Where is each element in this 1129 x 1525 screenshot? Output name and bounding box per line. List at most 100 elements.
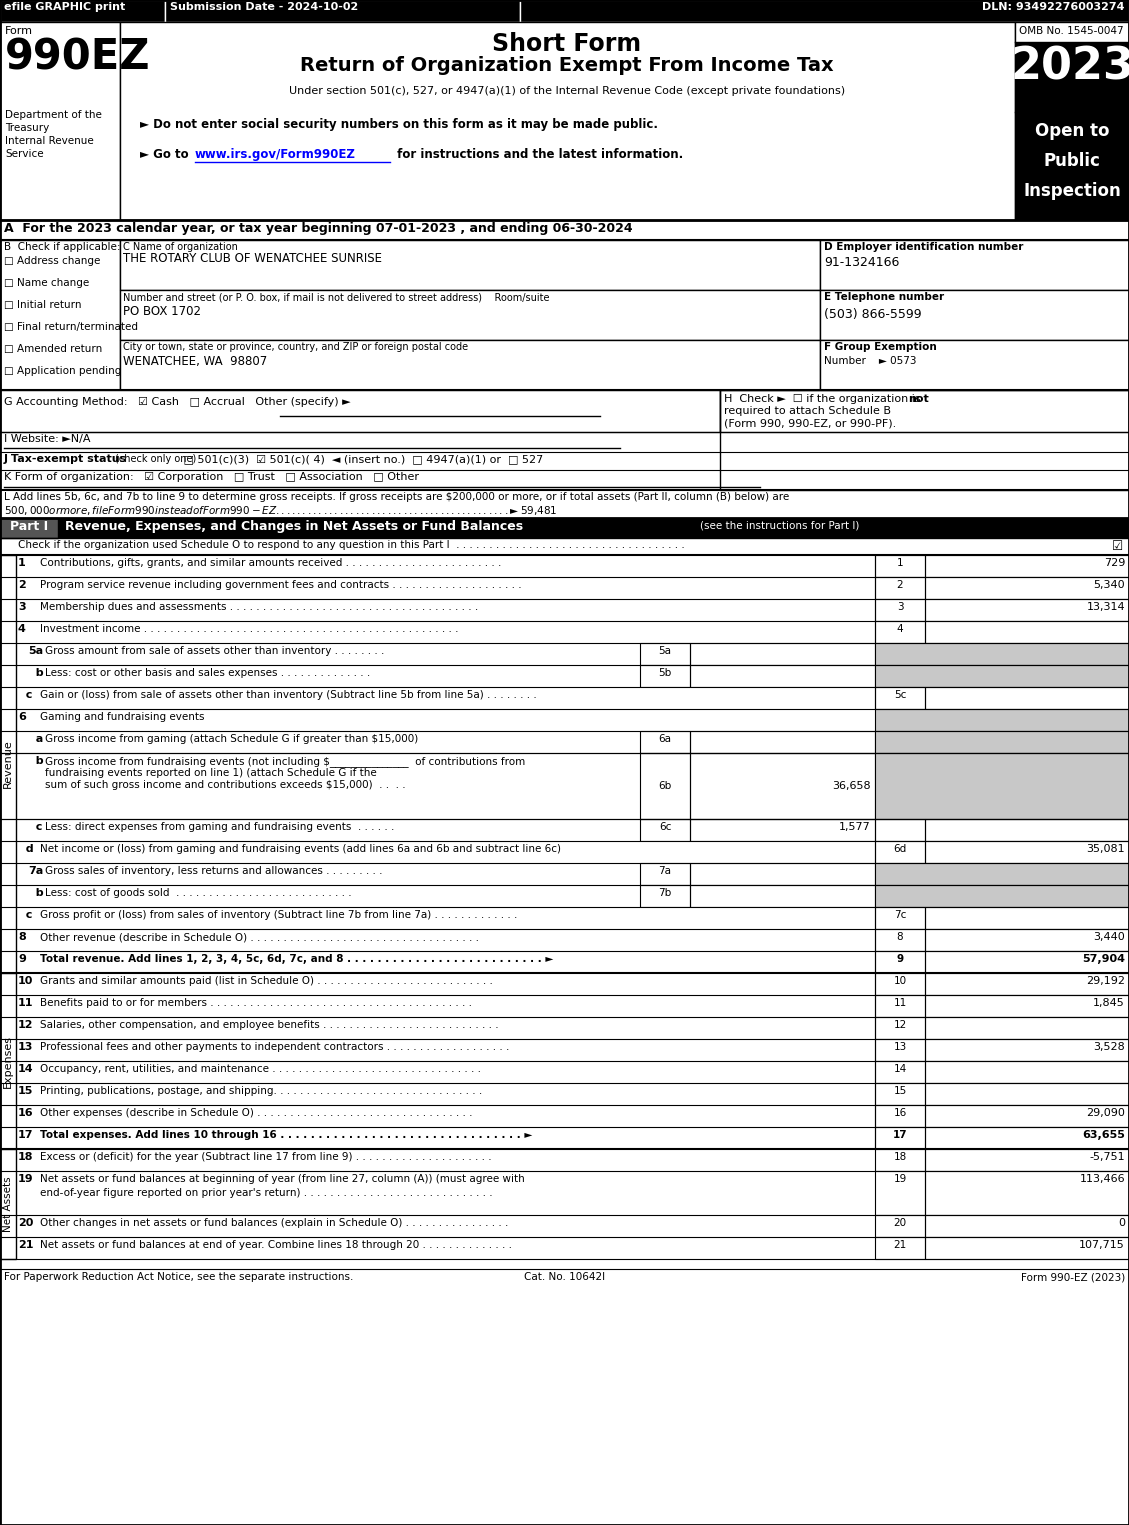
Text: 1: 1 [18, 558, 26, 567]
Text: 19: 19 [893, 1174, 907, 1183]
Bar [875, 1106, 925, 1127]
Bar [0, 1083, 1129, 1106]
Text: (Form 990, 990-EZ, or 990-PF).: (Form 990, 990-EZ, or 990-PF). [724, 418, 896, 429]
Text: Form: Form [5, 26, 33, 37]
Text: A  For the 2023 calendar year, or tax year beginning 07-01-2023 , and ending 06-: A For the 2023 calendar year, or tax yea… [5, 223, 632, 235]
Bar [690, 863, 875, 884]
Text: 63,655: 63,655 [1082, 1130, 1124, 1141]
Text: 12: 12 [893, 1020, 907, 1029]
Text: Gross amount from sale of assets other than inventory . . . . . . . .: Gross amount from sale of assets other t… [45, 647, 384, 656]
Text: Department of the: Department of the [5, 110, 102, 120]
Bar [0, 863, 1129, 884]
Text: 3,528: 3,528 [1093, 1042, 1124, 1052]
Text: L Add lines 5b, 6c, and 7b to line 9 to determine gross receipts. If gross recei: L Add lines 5b, 6c, and 7b to line 9 to … [5, 493, 789, 502]
Bar [875, 952, 925, 973]
Bar [875, 840, 925, 863]
Text: Revenue, Expenses, and Changes in Net Assets or Fund Balances: Revenue, Expenses, and Changes in Net As… [65, 520, 523, 534]
Text: Internal Revenue: Internal Revenue [5, 136, 94, 146]
Text: Salaries, other compensation, and employee benefits . . . . . . . . . . . . . . : Salaries, other compensation, and employ… [40, 1020, 499, 1029]
Text: Number    ► 0573: Number ► 0573 [824, 355, 917, 366]
Text: Treasury: Treasury [5, 124, 50, 133]
Text: 9: 9 [18, 955, 26, 964]
Bar [875, 1148, 925, 1171]
Text: E Telephone number: E Telephone number [824, 291, 944, 302]
Text: 729: 729 [1104, 558, 1124, 567]
Text: 18: 18 [893, 1151, 907, 1162]
Text: Net income or (loss) from gaming and fundraising events (add lines 6a and 6b and: Net income or (loss) from gaming and fun… [40, 843, 561, 854]
Text: 3,440: 3,440 [1093, 932, 1124, 942]
Text: Other expenses (describe in Schedule O) . . . . . . . . . . . . . . . . . . . . : Other expenses (describe in Schedule O) … [40, 1109, 473, 1118]
Bar [925, 840, 1129, 863]
Bar [0, 840, 1129, 863]
Text: Contributions, gifts, grants, and similar amounts received . . . . . . . . . . .: Contributions, gifts, grants, and simila… [40, 558, 501, 567]
Text: □ Initial return: □ Initial return [5, 300, 81, 310]
Bar [120, 21, 1015, 220]
Text: Cat. No. 10642I: Cat. No. 10642I [525, 1272, 605, 1283]
Text: Gross income from fundraising events (not including $_______________  of contrib: Gross income from fundraising events (no… [45, 756, 525, 767]
Bar [925, 621, 1129, 644]
Text: 14: 14 [18, 1064, 34, 1074]
Text: efile GRAPHIC print: efile GRAPHIC print [5, 2, 125, 12]
Bar [0, 21, 120, 220]
Text: Open to: Open to [1035, 122, 1110, 140]
Bar [520, 0, 1129, 21]
Text: c: c [28, 822, 43, 833]
Text: ☑: ☑ [1112, 540, 1123, 554]
Text: 20: 20 [893, 1218, 907, 1228]
Text: Check if the organization used Schedule O to respond to any question in this Par: Check if the organization used Schedule … [18, 540, 685, 551]
Text: 21: 21 [18, 1240, 34, 1250]
Bar [0, 518, 1129, 538]
Text: 21: 21 [893, 1240, 907, 1250]
Bar [925, 973, 1129, 994]
Text: 5,340: 5,340 [1093, 580, 1124, 590]
Text: 29,090: 29,090 [1086, 1109, 1124, 1118]
Bar [120, 340, 820, 390]
Text: (check only one): (check only one) [115, 454, 196, 464]
Bar [875, 686, 925, 709]
Text: 2: 2 [896, 580, 903, 590]
Text: 10: 10 [893, 976, 907, 987]
Text: Net assets or fund balances at beginning of year (from line 27, column (A)) (mus: Net assets or fund balances at beginning… [40, 1174, 525, 1183]
Text: Membership dues and assessments . . . . . . . . . . . . . . . . . . . . . . . . : Membership dues and assessments . . . . … [40, 602, 479, 612]
Text: Expenses: Expenses [3, 1034, 14, 1087]
Text: Net assets or fund balances at end of year. Combine lines 18 through 20 . . . . : Net assets or fund balances at end of ye… [40, 1240, 511, 1250]
Text: Other revenue (describe in Schedule O) . . . . . . . . . . . . . . . . . . . . .: Other revenue (describe in Schedule O) .… [40, 932, 479, 942]
Bar [875, 1017, 925, 1039]
Bar [1015, 21, 1129, 220]
Bar [0, 929, 1129, 952]
Bar [0, 973, 1129, 994]
Text: Net Assets: Net Assets [3, 1176, 14, 1232]
Bar [0, 952, 1129, 973]
Bar [120, 239, 820, 290]
Text: 4: 4 [18, 624, 26, 634]
Text: 13,314: 13,314 [1086, 602, 1124, 612]
Text: 6a: 6a [658, 734, 672, 744]
Text: THE ROTARY CLUB OF WENATCHEE SUNRISE: THE ROTARY CLUB OF WENATCHEE SUNRISE [123, 252, 382, 265]
Bar [875, 973, 925, 994]
Text: Occupancy, rent, utilities, and maintenance . . . . . . . . . . . . . . . . . . : Occupancy, rent, utilities, and maintena… [40, 1064, 481, 1074]
Bar [875, 907, 925, 929]
Text: Return of Organization Exempt From Income Tax: Return of Organization Exempt From Incom… [300, 56, 834, 75]
Text: 5b: 5b [658, 668, 672, 679]
Text: 113,466: 113,466 [1079, 1174, 1124, 1183]
Text: 19: 19 [18, 1174, 34, 1183]
Text: 6c: 6c [659, 822, 671, 833]
Text: K Form of organization:   ☑ Corporation   □ Trust   □ Association   □ Other: K Form of organization: ☑ Corporation □ … [5, 473, 419, 482]
Text: 16: 16 [18, 1109, 34, 1118]
Text: □ Final return/terminated: □ Final return/terminated [5, 322, 138, 332]
Text: 3: 3 [896, 602, 903, 612]
Bar [640, 753, 690, 819]
Text: Number and street (or P. O. box, if mail is not delivered to street address)    : Number and street (or P. O. box, if mail… [123, 291, 550, 302]
Text: Total revenue. Add lines 1, 2, 3, 4, 5c, 6d, 7c, and 8 . . . . . . . . . . . . .: Total revenue. Add lines 1, 2, 3, 4, 5c,… [40, 955, 553, 964]
Text: Benefits paid to or for members . . . . . . . . . . . . . . . . . . . . . . . . : Benefits paid to or for members . . . . … [40, 997, 472, 1008]
Bar [0, 576, 1129, 599]
Text: H  Check ►  ☐ if the organization is: H Check ► ☐ if the organization is [724, 393, 925, 404]
Bar [1015, 111, 1129, 220]
Bar [690, 665, 875, 686]
Bar [875, 884, 1129, 907]
Text: □ Application pending: □ Application pending [5, 366, 122, 377]
Bar [690, 753, 875, 819]
Text: Submission Date - 2024-10-02: Submission Date - 2024-10-02 [170, 2, 358, 12]
Text: 1: 1 [896, 558, 903, 567]
Bar [875, 730, 1129, 753]
